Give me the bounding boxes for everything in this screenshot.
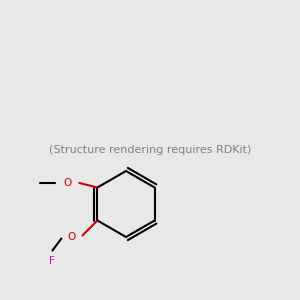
Text: F: F <box>50 256 56 266</box>
Text: (Structure rendering requires RDKit): (Structure rendering requires RDKit) <box>49 145 251 155</box>
Text: O: O <box>68 232 76 242</box>
Text: O: O <box>63 178 71 188</box>
